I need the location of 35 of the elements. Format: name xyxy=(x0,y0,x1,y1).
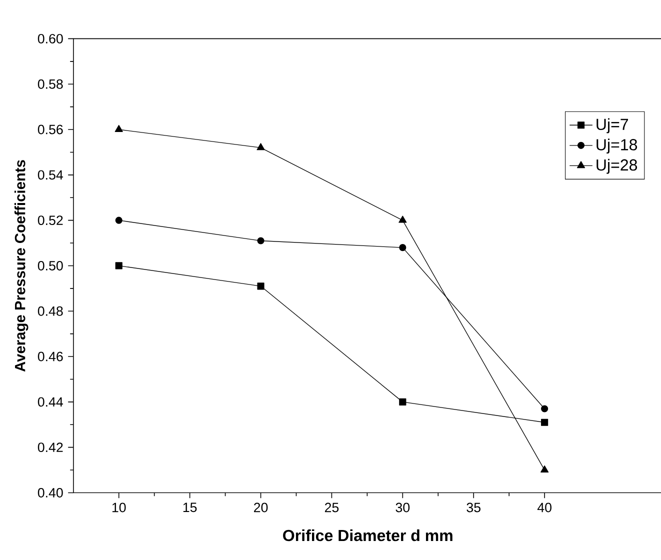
y-tick-label: 0.52 xyxy=(38,216,63,226)
legend-label: Uj=28 xyxy=(596,159,638,174)
x-tick-label: 20 xyxy=(254,503,268,512)
x-tick-label: 30 xyxy=(396,503,410,512)
point xyxy=(257,282,264,290)
legend-label: Uj=18 xyxy=(596,138,638,154)
legend-label: Uj=7 xyxy=(596,118,628,134)
point xyxy=(115,217,122,224)
point xyxy=(541,405,548,413)
point xyxy=(540,466,549,473)
x-tick-label: 25 xyxy=(324,503,339,512)
x-tick-label: 35 xyxy=(466,503,480,512)
y-tick-label: 0.42 xyxy=(38,442,63,452)
x-tick-label: 15 xyxy=(183,503,197,512)
point xyxy=(257,237,264,245)
point xyxy=(541,419,548,426)
x-tick-label: 40 xyxy=(537,503,552,512)
y-tick-label: 0.56 xyxy=(38,125,63,134)
y-axis-title: Average Pressure Coefficients xyxy=(14,160,28,372)
point xyxy=(399,398,406,406)
y-tick-label: 0.40 xyxy=(38,488,63,498)
y-tick-label: 0.46 xyxy=(38,352,63,362)
x-axis-title: Orifice Diameter d mm xyxy=(283,530,452,542)
y-tick-label: 0.44 xyxy=(38,397,63,407)
y-tick-label: 0.50 xyxy=(38,261,63,271)
point xyxy=(399,244,406,252)
point xyxy=(256,143,265,150)
x-tick-label: 10 xyxy=(112,503,126,512)
y-tick-label: 0.48 xyxy=(38,306,63,316)
point xyxy=(115,262,122,270)
y-tick-label: 0.60 xyxy=(38,34,63,44)
point xyxy=(398,216,407,224)
y-tick-label: 0.58 xyxy=(38,80,63,90)
y-tick-label: 0.54 xyxy=(38,170,63,180)
point xyxy=(114,125,123,132)
